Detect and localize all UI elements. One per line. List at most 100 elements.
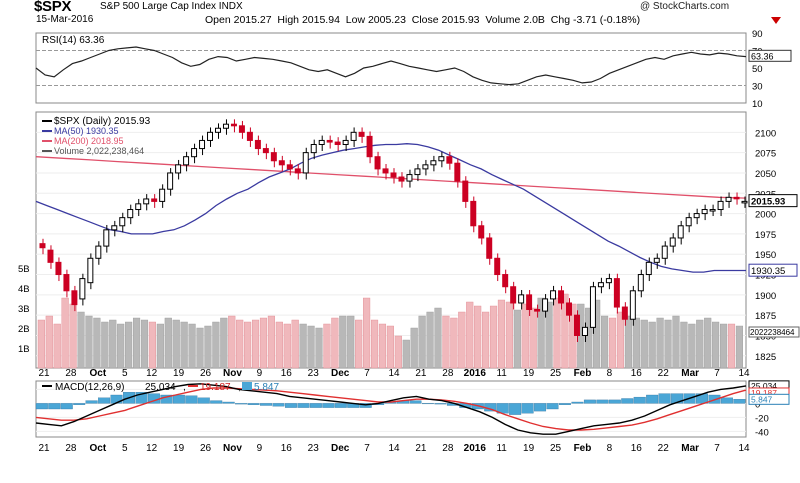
price-x-tick-label: 21 xyxy=(38,368,50,379)
high-value: 2015.94 xyxy=(301,14,340,26)
volume-bar xyxy=(315,327,323,369)
low-label: Low xyxy=(345,14,366,26)
macd-x-tick-label: Dec xyxy=(331,443,350,454)
candle-body xyxy=(143,198,150,205)
quote-date: 15-Mar-2016 xyxy=(36,14,94,25)
candle-body xyxy=(573,314,580,336)
ma50-line xyxy=(35,143,746,273)
candle-body xyxy=(302,152,309,174)
candle-body xyxy=(318,139,325,146)
candle-body xyxy=(382,168,389,174)
macd-histogram-bar xyxy=(633,396,646,404)
volume-bar xyxy=(101,321,109,369)
price-x-tick-label: 19 xyxy=(173,368,185,379)
macd-hist-swatch xyxy=(242,382,252,390)
macd-tick-label: -40 xyxy=(755,427,769,438)
volume-bar xyxy=(656,317,664,369)
macd-histogram-bar xyxy=(534,403,547,412)
candle-body xyxy=(518,294,525,304)
macd-tick-label: -20 xyxy=(755,413,769,424)
macd-x-tick-label: 28 xyxy=(442,443,454,454)
volume-bar xyxy=(537,297,545,369)
volume-last-box xyxy=(748,326,800,338)
candle-body xyxy=(542,298,549,312)
index-name-text: S&P 500 Large Cap Index xyxy=(100,1,217,12)
volume-tick-label: 4B xyxy=(18,284,30,295)
candle-body xyxy=(366,135,373,158)
price-x-tick-label: Feb xyxy=(574,368,592,379)
candle-body xyxy=(238,125,245,133)
macd-x-tick-label: Mar xyxy=(681,443,699,454)
volume-bar xyxy=(632,317,640,369)
volume-bar xyxy=(307,325,315,369)
macd-histogram-bar xyxy=(98,397,111,404)
volume-bar xyxy=(370,319,379,369)
macd-histogram-bar xyxy=(197,397,210,404)
rsi-legend: RSI(14) 63.36 xyxy=(42,35,105,46)
candle-body xyxy=(47,249,54,263)
volume-bar xyxy=(418,315,426,369)
candle-body xyxy=(374,156,381,170)
volume-bar xyxy=(569,303,577,369)
volume-bar xyxy=(244,321,252,369)
candle-body xyxy=(334,141,341,146)
price-x-tick-label: 22 xyxy=(658,368,670,379)
macd-histogram-bar xyxy=(409,400,422,404)
price-x-tick-label: 14 xyxy=(388,368,400,379)
volume-bar xyxy=(489,305,498,369)
ohlc-summary: Open 2015.27 High 2015.94 Low 2005.23 Cl… xyxy=(205,14,640,26)
price-tick-label: 2100 xyxy=(755,128,776,139)
candle-body xyxy=(645,261,652,276)
candle-body xyxy=(550,290,557,300)
close-label: Close xyxy=(411,14,439,26)
volume-bar xyxy=(608,317,617,369)
price-x-tick-label: 9 xyxy=(257,368,263,379)
candle-body xyxy=(589,286,596,328)
volume-legend: Volume 2,022,238,464 xyxy=(54,146,144,156)
price-last-close-box xyxy=(748,194,798,208)
macd-histogram-bar xyxy=(247,403,260,405)
ma50-last-value: 1930.35 xyxy=(751,266,785,277)
macd-x-tick-label: 8 xyxy=(607,443,613,454)
index-name: S&P 500 Large Cap Index INDX xyxy=(100,1,243,12)
macd-x-tick-label: 14 xyxy=(388,443,400,454)
volume-bar xyxy=(378,323,387,369)
volume-bar xyxy=(196,327,204,369)
candle-body xyxy=(127,209,134,219)
volume-bar xyxy=(513,309,521,369)
candle-body xyxy=(669,237,676,247)
candle-body xyxy=(222,123,229,129)
volume-bar xyxy=(482,311,490,369)
volume-tick-label: 3B xyxy=(18,304,30,315)
macd-histogram-bar xyxy=(35,403,48,410)
macd-x-tick-label: 9 xyxy=(257,443,263,454)
source-credit: @ StockCharts.com xyxy=(640,1,730,12)
candle-body xyxy=(717,200,724,211)
candle-body xyxy=(510,286,517,304)
candle-body xyxy=(230,123,237,127)
volume-bar xyxy=(720,323,728,369)
candle-body xyxy=(254,139,261,150)
candle-body xyxy=(502,274,509,288)
candle-body xyxy=(430,160,437,166)
price-x-tick-label: 26 xyxy=(200,368,212,379)
macd-x-tick-label: 23 xyxy=(308,443,320,454)
price-x-tick-label: Dec xyxy=(331,368,350,379)
volume-bar xyxy=(394,335,402,369)
candle-body xyxy=(462,180,469,202)
candle-body xyxy=(661,245,668,259)
candle-body xyxy=(207,131,214,141)
candle-body xyxy=(526,294,533,310)
price-x-tick-label: 28 xyxy=(442,368,454,379)
candle-body xyxy=(159,188,166,202)
macd-line xyxy=(35,383,747,435)
price-x-tick-label: 28 xyxy=(65,368,77,379)
candle-body xyxy=(581,326,588,336)
volume-bar xyxy=(402,339,410,369)
price-tick-label: 1900 xyxy=(755,291,776,302)
price-legend: $SPX (Daily) 2015.93 xyxy=(54,116,151,127)
candle-body xyxy=(685,217,692,227)
price-x-tick-label: Nov xyxy=(223,368,242,379)
candle-body xyxy=(71,290,78,306)
